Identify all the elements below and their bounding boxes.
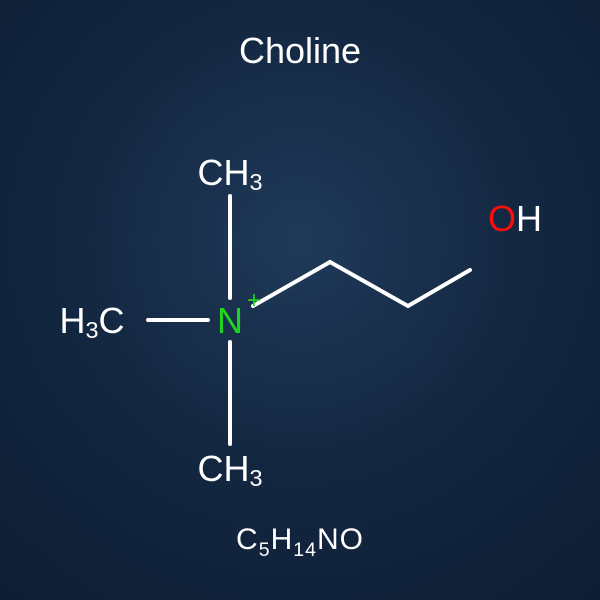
bond bbox=[408, 270, 470, 306]
methyl-left: H3C bbox=[59, 300, 124, 344]
methyl-top: CH3 bbox=[197, 152, 262, 196]
molecular-formula: C5H14NO bbox=[0, 523, 600, 562]
methyl-bottom: CH3 bbox=[197, 448, 262, 492]
structure-diagram: N+ CH3 CH3 H3C OH bbox=[0, 0, 600, 600]
hydroxyl: OH bbox=[488, 198, 542, 239]
atom-nitrogen: N bbox=[217, 300, 243, 341]
bond bbox=[253, 262, 330, 306]
bond bbox=[330, 262, 408, 306]
charge-plus: + bbox=[247, 287, 261, 314]
